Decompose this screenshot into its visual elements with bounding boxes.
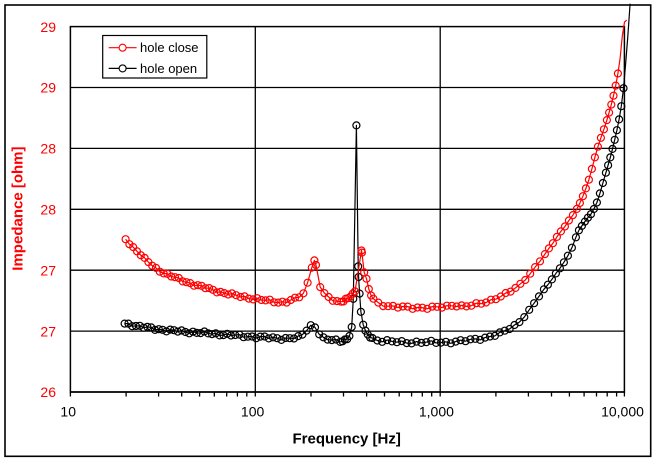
svg-text:1,000: 1,000 [419, 404, 454, 420]
svg-text:28: 28 [40, 202, 56, 218]
svg-text:hole close: hole close [140, 40, 199, 55]
svg-text:27: 27 [40, 262, 56, 278]
svg-text:28: 28 [40, 141, 56, 157]
svg-text:Frequency [Hz]: Frequency [Hz] [293, 431, 401, 448]
svg-text:10: 10 [60, 404, 76, 420]
svg-text:27: 27 [40, 323, 56, 339]
svg-text:hole open: hole open [140, 61, 197, 76]
svg-text:26: 26 [40, 384, 56, 400]
svg-text:Impedance [ohm]: Impedance [ohm] [9, 147, 26, 271]
svg-text:29: 29 [40, 80, 56, 96]
svg-text:29: 29 [40, 19, 56, 35]
svg-text:10,000: 10,000 [601, 404, 644, 420]
svg-text:100: 100 [241, 404, 265, 420]
